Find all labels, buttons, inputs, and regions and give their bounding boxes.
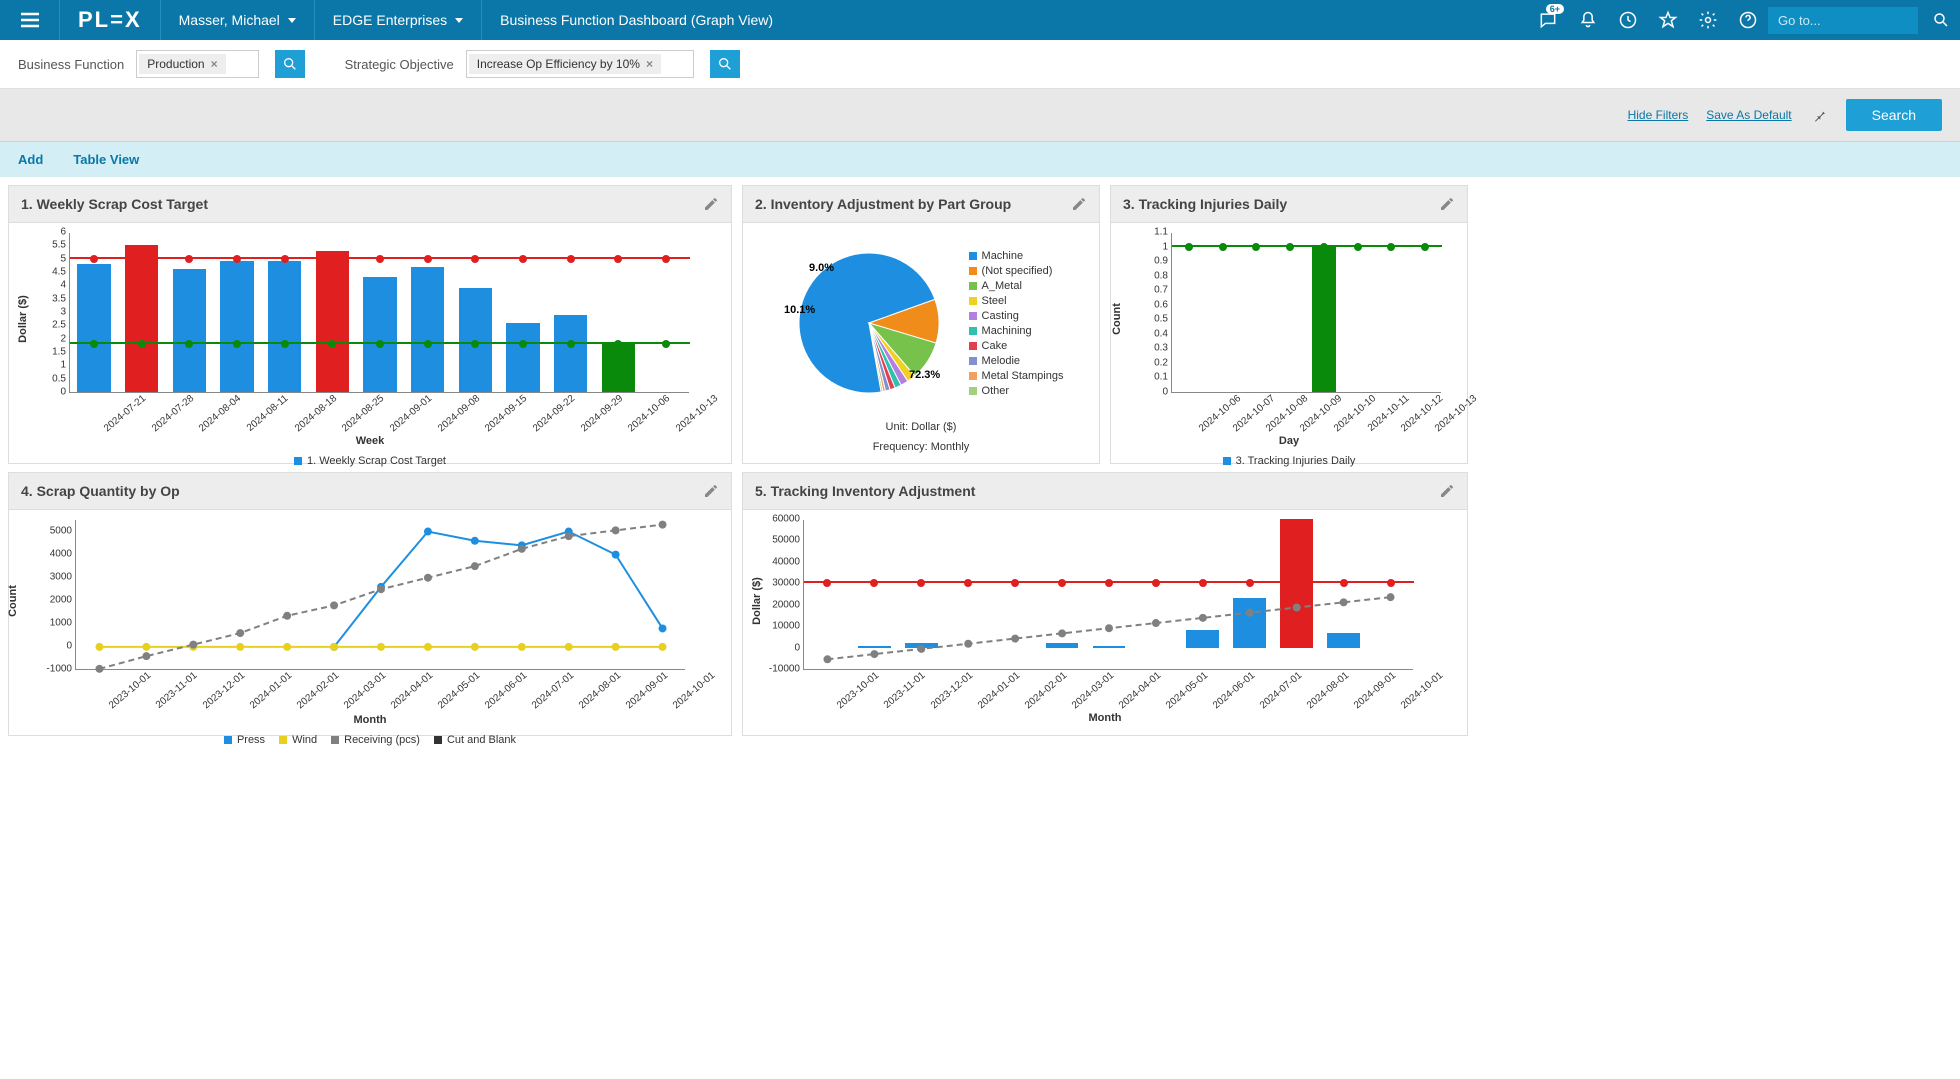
svg-text:72.3%: 72.3% [909,369,940,381]
dashboard-row-1: 1. Weekly Scrap Cost Target 00.511.522.5… [0,177,1960,472]
chart-injuries: 00.10.20.30.40.50.60.70.80.911.12024-10-… [1121,233,1457,443]
filter-text-input[interactable] [663,53,693,76]
bell-icon[interactable] [1568,0,1608,40]
dashboard-row-2: 4. Scrap Quantity by Op -100001000200030… [0,472,1960,744]
pin-icon[interactable] [1810,106,1828,124]
chart-scrap-cost: 00.511.522.533.544.555.562024-07-212024-… [19,233,721,443]
edit-icon[interactable] [1439,196,1455,212]
topbar: PL=X Masser, Michael EDGE Enterprises Bu… [0,0,1960,40]
gear-icon[interactable] [1688,0,1728,40]
action-bar: Hide Filters Save As Default Search [0,89,1960,142]
org-name: EDGE Enterprises [333,12,447,28]
chat-badge: 6+ [1546,4,1564,14]
logo: PL=X [60,0,161,40]
filter-chip: Increase Op Efficiency by 10% × [469,54,661,74]
panel-title: 3. Tracking Injuries Daily [1123,196,1287,212]
filter-bar: Business Function Production × Strategic… [0,40,1960,89]
panel-title: 4. Scrap Quantity by Op [21,483,180,499]
org-menu[interactable]: EDGE Enterprises [315,0,482,40]
panel-inventory-adj: 2. Inventory Adjustment by Part Group 72… [742,185,1100,464]
filter-text-input[interactable] [228,53,258,76]
chat-icon[interactable]: 6+ [1528,0,1568,40]
filter-chip: Production × [139,54,225,74]
goto-search-button[interactable] [1922,5,1960,35]
filter-strategic-objective: Strategic Objective Increase Op Efficien… [345,50,740,78]
chart-scrap-qty: -10000100020003000400050002023-10-012023… [19,520,721,725]
help-icon[interactable] [1728,0,1768,40]
filter-search-button[interactable] [275,50,305,78]
chip-remove-icon[interactable]: × [211,57,218,71]
clock-icon[interactable] [1608,0,1648,40]
caret-down-icon [288,18,296,23]
edit-icon[interactable] [1439,483,1455,499]
hide-filters-link[interactable]: Hide Filters [1628,108,1689,122]
menu-button[interactable] [0,0,60,40]
tab-bar: Add Table View [0,142,1960,177]
chart-pie-inventory: 72.3%10.1%9.0%Machine(Not specified)A_Me… [753,233,1089,453]
filter-search-button[interactable] [710,50,740,78]
tab-add[interactable]: Add [18,152,43,167]
tab-table-view[interactable]: Table View [73,152,139,167]
user-menu[interactable]: Masser, Michael [161,0,315,40]
chip-remove-icon[interactable]: × [646,57,653,71]
filter-input[interactable]: Increase Op Efficiency by 10% × [466,50,694,78]
star-icon[interactable] [1648,0,1688,40]
panel-scrap-qty: 4. Scrap Quantity by Op -100001000200030… [8,472,732,736]
svg-text:9.0%: 9.0% [809,262,834,274]
filter-input[interactable]: Production × [136,50,258,78]
panel-title: 2. Inventory Adjustment by Part Group [755,196,1011,212]
topbar-left: PL=X Masser, Michael EDGE Enterprises Bu… [0,0,791,40]
filter-business-function: Business Function Production × [18,50,305,78]
user-name: Masser, Michael [179,12,280,28]
save-default-link[interactable]: Save As Default [1706,108,1791,122]
goto-input[interactable] [1768,7,1918,34]
filter-label: Strategic Objective [345,57,454,72]
panel-tracking-inv: 5. Tracking Inventory Adjustment -100000… [742,472,1468,736]
topbar-right: 6+ [1528,0,1960,40]
search-button[interactable]: Search [1846,99,1942,131]
panel-title: 5. Tracking Inventory Adjustment [755,483,975,499]
panel-scrap-cost: 1. Weekly Scrap Cost Target 00.511.522.5… [8,185,732,464]
chart-tracking-inv: -100000100002000030000400005000060000202… [753,520,1457,720]
edit-icon[interactable] [703,483,719,499]
page-title: Business Function Dashboard (Graph View) [482,12,791,28]
filter-label: Business Function [18,57,124,72]
caret-down-icon [455,18,463,23]
panel-title: 1. Weekly Scrap Cost Target [21,196,208,212]
svg-text:10.1%: 10.1% [784,304,815,316]
panel-injuries: 3. Tracking Injuries Daily 00.10.20.30.4… [1110,185,1468,464]
edit-icon[interactable] [703,196,719,212]
edit-icon[interactable] [1071,196,1087,212]
